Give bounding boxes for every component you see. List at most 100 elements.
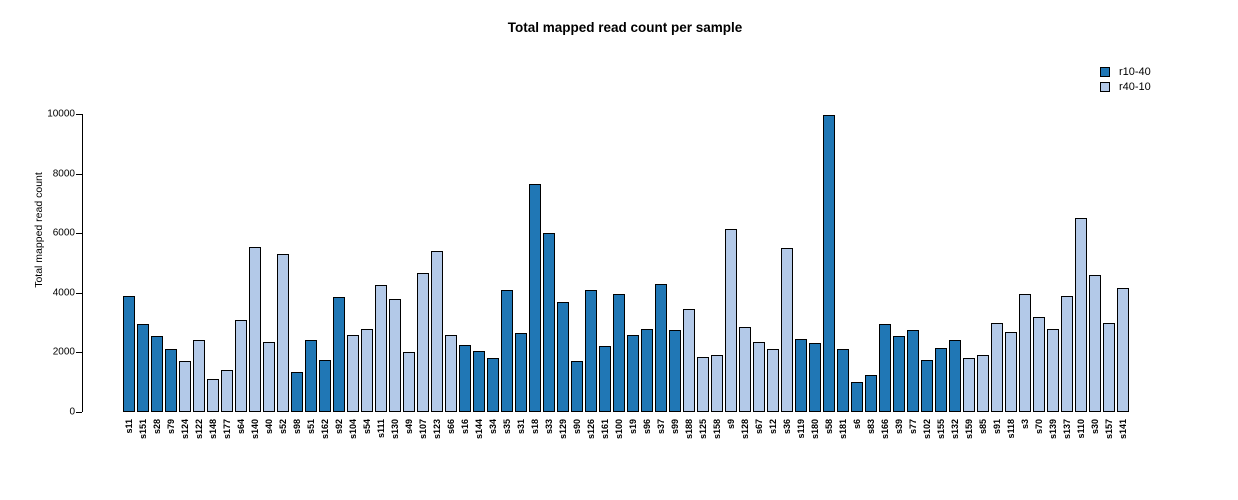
bar-s161: [599, 346, 611, 412]
x-tick-label-s52: s52: [278, 419, 288, 435]
legend: r10-40 r40-10: [1100, 64, 1151, 94]
bar-s124: [179, 361, 191, 412]
x-tick-label-s90: s90: [572, 419, 582, 435]
x-tick-label-s16: s16: [460, 419, 470, 435]
bar-s11: [123, 296, 135, 412]
y-tick-label: 0: [69, 406, 75, 418]
bar-s129: [557, 302, 569, 412]
x-tick-label-s6: s6: [852, 419, 862, 430]
x-tick-label-s58: s58: [824, 419, 834, 435]
x-tick-label-s92: s92: [334, 419, 344, 435]
x-tick-label-s70: s70: [1034, 419, 1044, 435]
bar-s180: [809, 343, 821, 412]
x-tick-label-s111: s111: [376, 419, 386, 439]
bar-s181: [837, 349, 849, 412]
x-tick-label-s34: s34: [488, 419, 498, 435]
bar-s111: [375, 285, 387, 412]
y-tick: [76, 412, 82, 413]
x-tick-label-s124: s124: [180, 419, 190, 440]
bar-s98: [291, 372, 303, 412]
x-tick-label-s119: s119: [796, 419, 806, 439]
bar-s49: [403, 352, 415, 412]
bar-s141: [1117, 288, 1129, 412]
bar-s52: [277, 254, 289, 412]
y-tick-label: 2000: [52, 346, 75, 358]
legend-swatch-r40-10: [1100, 81, 1110, 92]
bar-s159: [963, 358, 975, 412]
x-tick-label-s123: s123: [432, 419, 442, 440]
bar-s34: [487, 358, 499, 412]
bar-s92: [333, 297, 345, 412]
x-tick-label-s35: s35: [502, 419, 512, 435]
bar-s102: [921, 360, 933, 412]
bar-s77: [907, 330, 919, 412]
x-tick-label-s96: s96: [642, 419, 652, 435]
x-tick-label-s99: s99: [670, 419, 680, 435]
x-tick-label-s30: s30: [1090, 419, 1100, 435]
bar-s54: [361, 329, 373, 412]
x-tick-label-s9: s9: [726, 419, 736, 430]
y-axis-line: [82, 114, 83, 412]
bar-s58: [823, 115, 835, 412]
y-tick: [76, 114, 82, 115]
x-tick-label-s49: s49: [404, 419, 414, 435]
bar-s177: [221, 370, 233, 412]
bar-s140: [249, 247, 261, 412]
x-tick-label-s85: s85: [978, 419, 988, 435]
x-tick-label-s140: s140: [250, 419, 260, 440]
x-tick-label-s188: s188: [684, 419, 694, 440]
x-tick-label-s83: s83: [866, 419, 876, 435]
bar-s40: [263, 342, 275, 412]
x-tick-label-s91: s91: [992, 419, 1002, 435]
bar-s18: [529, 184, 541, 412]
bar-s96: [641, 329, 653, 412]
bar-s3: [1019, 294, 1031, 412]
x-tick-label-s129: s129: [558, 419, 568, 440]
x-tick-label-s130: s130: [390, 419, 400, 440]
x-tick-label-s98: s98: [292, 419, 302, 435]
x-tick-label-s51: s51: [306, 419, 316, 435]
x-tick-label-s107: s107: [418, 419, 428, 440]
bar-s119: [795, 339, 807, 412]
x-tick-label-s67: s67: [754, 419, 764, 435]
bar-s128: [739, 327, 751, 412]
bar-s158: [711, 355, 723, 412]
x-tick-label-s40: s40: [264, 419, 274, 435]
bar-s100: [613, 294, 625, 412]
x-tick-label-s64: s64: [236, 419, 246, 435]
x-tick-label-s3: s3: [1020, 419, 1030, 430]
bar-s36: [781, 248, 793, 412]
bar-s148: [207, 379, 219, 412]
bar-s28: [151, 336, 163, 412]
x-tick-label-s66: s66: [446, 419, 456, 435]
x-tick-label-s137: s137: [1062, 419, 1072, 440]
x-tick-label-s161: s161: [600, 419, 610, 440]
bar-s85: [977, 355, 989, 412]
bar-s83: [865, 375, 877, 412]
bar-s139: [1047, 329, 1059, 412]
bar-s144: [473, 351, 485, 412]
bar-s37: [655, 284, 667, 412]
x-tick-label-s177: s177: [222, 419, 232, 440]
bar-s137: [1061, 296, 1073, 412]
bar-s107: [417, 273, 429, 412]
bar-s67: [753, 342, 765, 412]
legend-item-r40-10: r40-10: [1100, 79, 1151, 94]
x-tick-label-s125: s125: [698, 419, 708, 440]
bar-s151: [137, 324, 149, 412]
x-tick-label-s180: s180: [810, 419, 820, 440]
legend-item-r10-40: r10-40: [1100, 64, 1151, 79]
bar-s130: [389, 299, 401, 412]
bar-s39: [893, 336, 905, 412]
bar-s16: [459, 345, 471, 412]
x-tick-label-s11: s11: [124, 419, 134, 434]
x-tick-label-s77: s77: [908, 419, 918, 435]
bar-s132: [949, 340, 961, 412]
x-tick-label-s79: s79: [166, 419, 176, 435]
legend-label-r40-10: r40-10: [1119, 80, 1151, 93]
y-tick-label: 4000: [52, 287, 75, 299]
bar-s9: [725, 229, 737, 412]
x-tick-label-s148: s148: [208, 419, 218, 440]
legend-swatch-r10-40: [1100, 66, 1110, 77]
x-tick-label-s12: s12: [768, 419, 778, 435]
